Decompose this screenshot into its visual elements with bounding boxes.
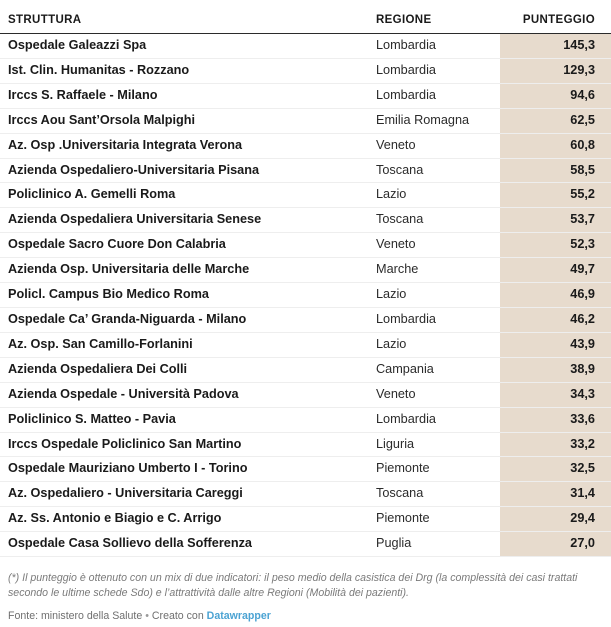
- table-row: Ist. Clin. Humanitas - Rozzano Lombardia 1…: [0, 58, 611, 84]
- cell-punteggio: 46,2: [500, 307, 611, 333]
- cell-struttura: Ospedale Galeazzi Spa: [0, 33, 364, 59]
- cell-regione: Campania: [364, 357, 500, 383]
- table-row: Ospedale Ca’ Granda-Niguarda - Milano Lom…: [0, 307, 611, 333]
- created-with-label: Creato con: [151, 610, 204, 623]
- cell-punteggio: 46,9: [500, 282, 611, 308]
- cell-struttura: Ospedale Mauriziano Umberto I - Torino: [0, 456, 364, 483]
- cell-punteggio: 52,3: [500, 232, 611, 259]
- cell-regione: Lombardia: [364, 83, 500, 109]
- cell-punteggio: 33,6: [500, 407, 611, 433]
- table-row: Policlinico A. Gemelli Roma Lazio 55,2: [0, 182, 611, 209]
- cell-regione: Lazio: [364, 332, 500, 358]
- cell-regione: Lombardia: [364, 307, 500, 333]
- cell-struttura: Az. Ospedaliero - Universitaria Careggi: [0, 481, 364, 508]
- column-header-struttura[interactable]: STRUTTURA: [0, 0, 364, 34]
- source-separator: •: [145, 610, 149, 623]
- cell-punteggio: 129,3: [500, 58, 611, 84]
- cell-punteggio: 94,6: [500, 83, 611, 109]
- cell-punteggio: 49,7: [500, 257, 611, 284]
- cell-struttura: Az. Osp .Universitaria Integrata Verona: [0, 133, 364, 159]
- cell-regione: Lombardia: [364, 58, 500, 84]
- cell-regione: Piemonte: [364, 506, 500, 533]
- table-row: Az. Ospedaliero - Universitaria Careggi T…: [0, 481, 611, 508]
- cell-punteggio: 29,4: [500, 506, 611, 533]
- cell-regione: Marche: [364, 257, 500, 284]
- table-row: Azienda Ospedaliero-Universitaria Pisana…: [0, 158, 611, 184]
- cell-punteggio: 38,9: [500, 357, 611, 383]
- cell-regione: Piemonte: [364, 456, 500, 483]
- table-row: Irccs Aou Sant’Orsola Malpighi Emilia Rom…: [0, 108, 611, 134]
- table-row: Azienda Ospedaliera Dei Colli Campania 38,…: [0, 357, 611, 383]
- cell-punteggio: 31,4: [500, 481, 611, 508]
- cell-struttura: Azienda Osp. Universitaria delle Marche: [0, 257, 364, 284]
- cell-struttura: Azienda Ospedaliera Dei Colli: [0, 357, 364, 383]
- cell-struttura: Az. Osp. San Camillo-Forlanini: [0, 332, 364, 358]
- source-label: Fonte: ministero della Salute: [8, 610, 143, 623]
- cell-punteggio: 53,7: [500, 207, 611, 234]
- note-methodology: (*) Il punteggio è ottenuto con un mix d…: [8, 572, 578, 600]
- table-row: Policl. Campus Bio Medico Roma Lazio 46,9: [0, 282, 611, 308]
- column-header-punteggio[interactable]: PUNTEGGIO: [500, 0, 611, 34]
- table-row: Azienda Osp. Universitaria delle Marche M…: [0, 257, 611, 284]
- table-row: Ospedale Galeazzi Spa Lombardia 145,3: [0, 33, 611, 59]
- table-header-row: STRUTTURA REGIONE PUNTEGGIO: [0, 0, 611, 34]
- cell-regione: Lazio: [364, 282, 500, 308]
- table-row: Policlinico S. Matteo - Pavia Lombardia 33…: [0, 407, 611, 433]
- cell-regione: Lombardia: [364, 33, 500, 59]
- table-row: Az. Osp .Universitaria Integrata Verona V…: [0, 133, 611, 159]
- cell-struttura: Ospedale Casa Sollievo della Sofferenza: [0, 531, 364, 558]
- cell-punteggio: 27,0: [500, 531, 611, 558]
- cell-punteggio: 145,3: [500, 33, 611, 59]
- cell-regione: Emilia Romagna: [364, 108, 500, 134]
- cell-regione: Veneto: [364, 133, 500, 159]
- cell-punteggio: 43,9: [500, 332, 611, 358]
- cell-regione: Veneto: [364, 382, 500, 408]
- cell-punteggio: 58,5: [500, 158, 611, 184]
- cell-struttura: Policl. Campus Bio Medico Roma: [0, 282, 364, 308]
- table-body: Ospedale Galeazzi Spa Lombardia 145,3 Ist. …: [0, 33, 611, 558]
- cell-regione: Toscana: [364, 481, 500, 508]
- cell-regione: Toscana: [364, 207, 500, 234]
- cell-struttura: Ospedale Sacro Cuore Don Calabria: [0, 232, 364, 259]
- cell-struttura: Azienda Ospedaliera Universitaria Senese: [0, 207, 364, 234]
- table-row: Azienda Ospedale - Università Padova Vene…: [0, 382, 611, 408]
- cell-struttura: Irccs S. Raffaele - Milano: [0, 83, 364, 109]
- table-row: Ospedale Mauriziano Umberto I - Torino Pi…: [0, 456, 611, 483]
- table-row: Irccs S. Raffaele - Milano Lombardia 94,6: [0, 83, 611, 109]
- cell-struttura: Azienda Ospedaliero-Universitaria Pisana: [0, 158, 364, 184]
- datawrapper-link[interactable]: Datawrapper: [206, 610, 271, 623]
- note-source: Fonte: ministero della Salute • Creato c…: [8, 610, 601, 622]
- cell-regione: Lazio: [364, 182, 500, 209]
- cell-punteggio: 32,5: [500, 456, 611, 483]
- cell-struttura: Azienda Ospedale - Università Padova: [0, 382, 364, 408]
- cell-punteggio: 62,5: [500, 108, 611, 134]
- chart-notes: (*) Il punteggio è ottenuto con un mix d…: [0, 557, 611, 622]
- table-row: Az. Ss. Antonio e Biagio e C. Arrigo Piem…: [0, 506, 611, 533]
- cell-struttura: Ist. Clin. Humanitas - Rozzano: [0, 58, 364, 84]
- cell-struttura: Irccs Ospedale Policlinico San Martino: [0, 432, 364, 458]
- cell-punteggio: 33,2: [500, 432, 611, 458]
- table-header: STRUTTURA REGIONE PUNTEGGIO: [0, 0, 611, 34]
- table-row: Ospedale Sacro Cuore Don Calabria Veneto 5…: [0, 232, 611, 259]
- table-row: Az. Osp. San Camillo-Forlanini Lazio 43,9: [0, 332, 611, 358]
- cell-regione: Puglia: [364, 531, 500, 558]
- cell-struttura: Irccs Aou Sant’Orsola Malpighi: [0, 108, 364, 134]
- cell-struttura: Policlinico A. Gemelli Roma: [0, 182, 364, 209]
- cell-struttura: Ospedale Ca’ Granda-Niguarda - Milano: [0, 307, 364, 333]
- cell-regione: Lombardia: [364, 407, 500, 433]
- cell-punteggio: 34,3: [500, 382, 611, 408]
- cell-punteggio: 60,8: [500, 133, 611, 159]
- cell-punteggio: 55,2: [500, 182, 611, 209]
- table-row: Irccs Ospedale Policlinico San Martino Li…: [0, 432, 611, 458]
- table-row: Azienda Ospedaliera Universitaria Senese…: [0, 207, 611, 234]
- cell-regione: Veneto: [364, 232, 500, 259]
- column-header-regione[interactable]: REGIONE: [364, 0, 500, 34]
- cell-struttura: Policlinico S. Matteo - Pavia: [0, 407, 364, 433]
- cell-regione: Toscana: [364, 158, 500, 184]
- cell-struttura: Az. Ss. Antonio e Biagio e C. Arrigo: [0, 506, 364, 533]
- table-row: Ospedale Casa Sollievo della Sofferenza P…: [0, 531, 611, 558]
- cell-regione: Liguria: [364, 432, 500, 458]
- ranking-table: STRUTTURA REGIONE PUNTEGGIO Ospedale Gal…: [0, 0, 611, 558]
